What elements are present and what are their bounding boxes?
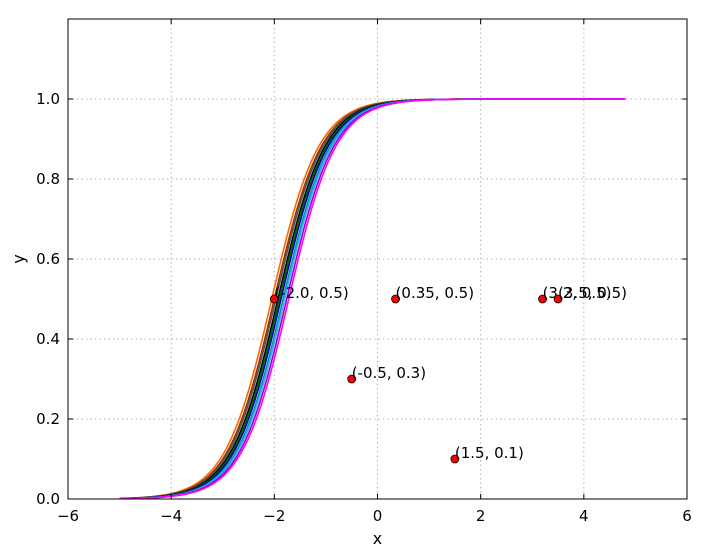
x-tick-label: 0	[373, 507, 383, 525]
x-tick-label: −6	[57, 507, 79, 525]
x-tick-label: 2	[476, 507, 486, 525]
grid	[68, 19, 687, 499]
x-tick-label: −4	[160, 507, 182, 525]
point-label: (1.5, 0.1)	[455, 444, 524, 462]
y-tick-label: 1.0	[36, 90, 60, 108]
point-marker	[269, 294, 279, 304]
y-tick-labels: 0.0 0.2 0.4 0.6 0.8 1.0	[36, 90, 60, 508]
sigmoid-curve	[119, 98, 626, 500]
x-tick-label: 4	[579, 507, 589, 525]
axis-ticks	[67, 19, 688, 500]
x-tick-labels: −6 −4 −2 0 2 4 6	[57, 507, 692, 525]
point-label: (0.35, 0.5)	[396, 284, 475, 302]
x-axis-label: x	[373, 529, 382, 548]
point-marker	[538, 294, 547, 304]
point-label: (-2.0, 0.5)	[274, 284, 348, 302]
y-tick-label: 0.0	[36, 490, 60, 508]
point-marker	[391, 294, 400, 304]
y-tick-label: 0.6	[36, 250, 60, 268]
y-tick-label: 0.4	[36, 330, 60, 348]
curve-series	[119, 98, 626, 500]
x-tick-label: 6	[682, 507, 692, 525]
point-marker	[553, 294, 563, 304]
point-label: (-0.5, 0.3)	[352, 364, 426, 382]
point-marker	[347, 374, 357, 384]
y-axis-label: y	[9, 254, 28, 263]
y-tick-label: 0.8	[36, 170, 60, 188]
labeled-points: (-2.0, 0.5) (0.35, 0.5) (-0.5, 0.3) (1.5, 0…	[269, 284, 627, 464]
y-tick-label: 0.2	[36, 410, 60, 428]
x-tick-label: −2	[263, 507, 285, 525]
point-label: (3.5, 0.5)	[558, 284, 627, 302]
point-marker	[450, 454, 460, 464]
